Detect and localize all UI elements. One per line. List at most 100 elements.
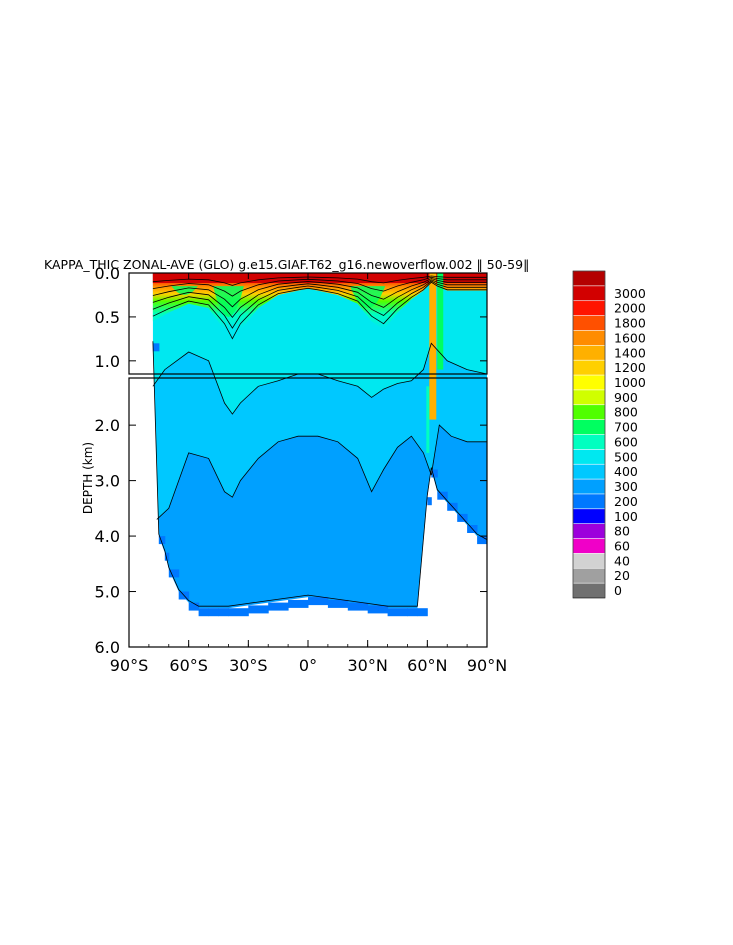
bottom-step bbox=[427, 497, 432, 506]
colorbar-label: 40 bbox=[614, 553, 630, 568]
colorbar-label: 100 bbox=[614, 509, 638, 524]
colorbar-box bbox=[572, 389, 606, 406]
colorbar-label: 0 bbox=[614, 583, 622, 598]
land-mask bbox=[129, 273, 487, 647]
bottom-step bbox=[152, 343, 160, 352]
x-tick-label: 0° bbox=[299, 656, 317, 675]
y-tick-label: 5.0 bbox=[95, 583, 120, 602]
y-tick-label: 0.5 bbox=[95, 308, 120, 327]
colorbar-box bbox=[572, 449, 606, 465]
colorbar-label: 1800 bbox=[614, 316, 646, 331]
colorbar-label: 1200 bbox=[614, 360, 646, 375]
bottom-step bbox=[164, 552, 170, 561]
y-axis: 0.0 0.5 1.0 2.0 3.0 4.0 5.0 6.0 bbox=[95, 264, 487, 657]
colorbar-box bbox=[572, 330, 606, 346]
bottom-step bbox=[347, 602, 369, 611]
bottom-step bbox=[208, 608, 219, 617]
contour-lines bbox=[152, 275, 487, 340]
plume-orange bbox=[429, 273, 437, 420]
colorbar-box bbox=[572, 315, 606, 332]
colorbar-box bbox=[572, 404, 606, 421]
contour-5 bbox=[152, 280, 487, 329]
colorbar-box bbox=[572, 538, 606, 555]
colorbar-label: 80 bbox=[614, 524, 630, 539]
colorbar-label: 1000 bbox=[614, 375, 646, 390]
colorbar-box bbox=[572, 478, 606, 495]
bottom-step bbox=[168, 569, 180, 578]
y-tick-label: 6.0 bbox=[95, 638, 120, 657]
bottom-step bbox=[268, 602, 289, 611]
colorbar-box bbox=[572, 374, 606, 391]
colorbar: 0204060801002003004005006007008009001000… bbox=[572, 270, 646, 599]
colorbar-label: 3000 bbox=[614, 286, 646, 301]
colorbar-box bbox=[572, 345, 606, 361]
colorbar-box bbox=[572, 553, 606, 569]
colorbar-box bbox=[572, 285, 606, 302]
y-tick-label: 1.0 bbox=[95, 352, 120, 371]
bottom-step bbox=[288, 599, 309, 608]
bottom-step bbox=[417, 608, 428, 617]
colorbar-box bbox=[572, 582, 606, 599]
bottom-step bbox=[198, 608, 209, 617]
y-axis-label: DEPTH (km) bbox=[81, 442, 95, 514]
colorbar-box bbox=[572, 463, 606, 480]
colorbar-box bbox=[572, 523, 606, 540]
x-axis: 90°S 60°S 30°S 0° 30°N 60°N 90°N bbox=[110, 273, 507, 675]
surface-strip bbox=[152, 273, 487, 283]
contour-1 bbox=[152, 275, 487, 286]
bottom-step bbox=[407, 608, 418, 617]
bottom-step bbox=[431, 469, 438, 478]
bottom-step bbox=[477, 536, 487, 545]
contour-400 bbox=[156, 424, 487, 520]
x-tick-label: 90°N bbox=[467, 656, 507, 675]
colorbar-box bbox=[572, 434, 606, 450]
heatmap-field bbox=[129, 273, 487, 647]
y-tick-label: 3.0 bbox=[95, 472, 120, 491]
colorbar-label: 600 bbox=[614, 434, 638, 449]
plume-green bbox=[437, 273, 444, 370]
contour-4 bbox=[152, 279, 487, 319]
colorbar-box bbox=[572, 270, 606, 287]
colorbar-box bbox=[572, 567, 606, 584]
bottom-step bbox=[308, 597, 329, 606]
colorbar-box bbox=[572, 508, 606, 525]
chart-title: KAPPA_THIC ZONAL-AVE (GLO) g.e15.GIAF.T6… bbox=[44, 257, 529, 272]
colorbar-label: 900 bbox=[614, 390, 638, 405]
y-tick-label: 4.0 bbox=[95, 527, 120, 546]
colorbar-label: 400 bbox=[614, 464, 638, 479]
colorbar-box bbox=[572, 493, 606, 510]
bottom-step bbox=[158, 536, 166, 545]
contour-3 bbox=[152, 278, 487, 308]
bottom-step bbox=[327, 599, 349, 608]
plume-teal bbox=[426, 386, 430, 453]
colorbar-label: 200 bbox=[614, 494, 638, 509]
bottom-step bbox=[248, 605, 269, 614]
x-tick-label: 90°S bbox=[110, 656, 149, 675]
bottom-step bbox=[188, 602, 200, 611]
colorbar-label: 2000 bbox=[614, 301, 646, 316]
contour-2 bbox=[152, 276, 487, 297]
contour-6 bbox=[152, 281, 487, 340]
colorbar-label: 60 bbox=[614, 539, 630, 554]
y-tick-label: 0.0 bbox=[95, 264, 120, 283]
colorbar-label: 500 bbox=[614, 449, 638, 464]
x-tick-label: 60°N bbox=[407, 656, 447, 675]
colorbar-box bbox=[572, 359, 606, 376]
bottom-step bbox=[387, 608, 408, 617]
colorbar-box bbox=[572, 419, 606, 436]
north-plume bbox=[426, 273, 444, 453]
colorbar-label: 300 bbox=[614, 479, 638, 494]
colorbar-box bbox=[572, 300, 606, 317]
colorbar-label: 1600 bbox=[614, 330, 646, 345]
colorbar-label: 700 bbox=[614, 420, 638, 435]
bottom-step bbox=[218, 608, 229, 617]
colorbar-frame bbox=[572, 270, 606, 599]
colorbar-label: 800 bbox=[614, 405, 638, 420]
contour-bottom bbox=[152, 341, 487, 607]
colorbar-label: 1400 bbox=[614, 345, 646, 360]
x-tick-label: 30°N bbox=[348, 656, 388, 675]
colorbar-label: 20 bbox=[614, 568, 630, 583]
x-tick-label: 30°S bbox=[229, 656, 268, 675]
y-tick-label: 2.0 bbox=[95, 416, 120, 435]
